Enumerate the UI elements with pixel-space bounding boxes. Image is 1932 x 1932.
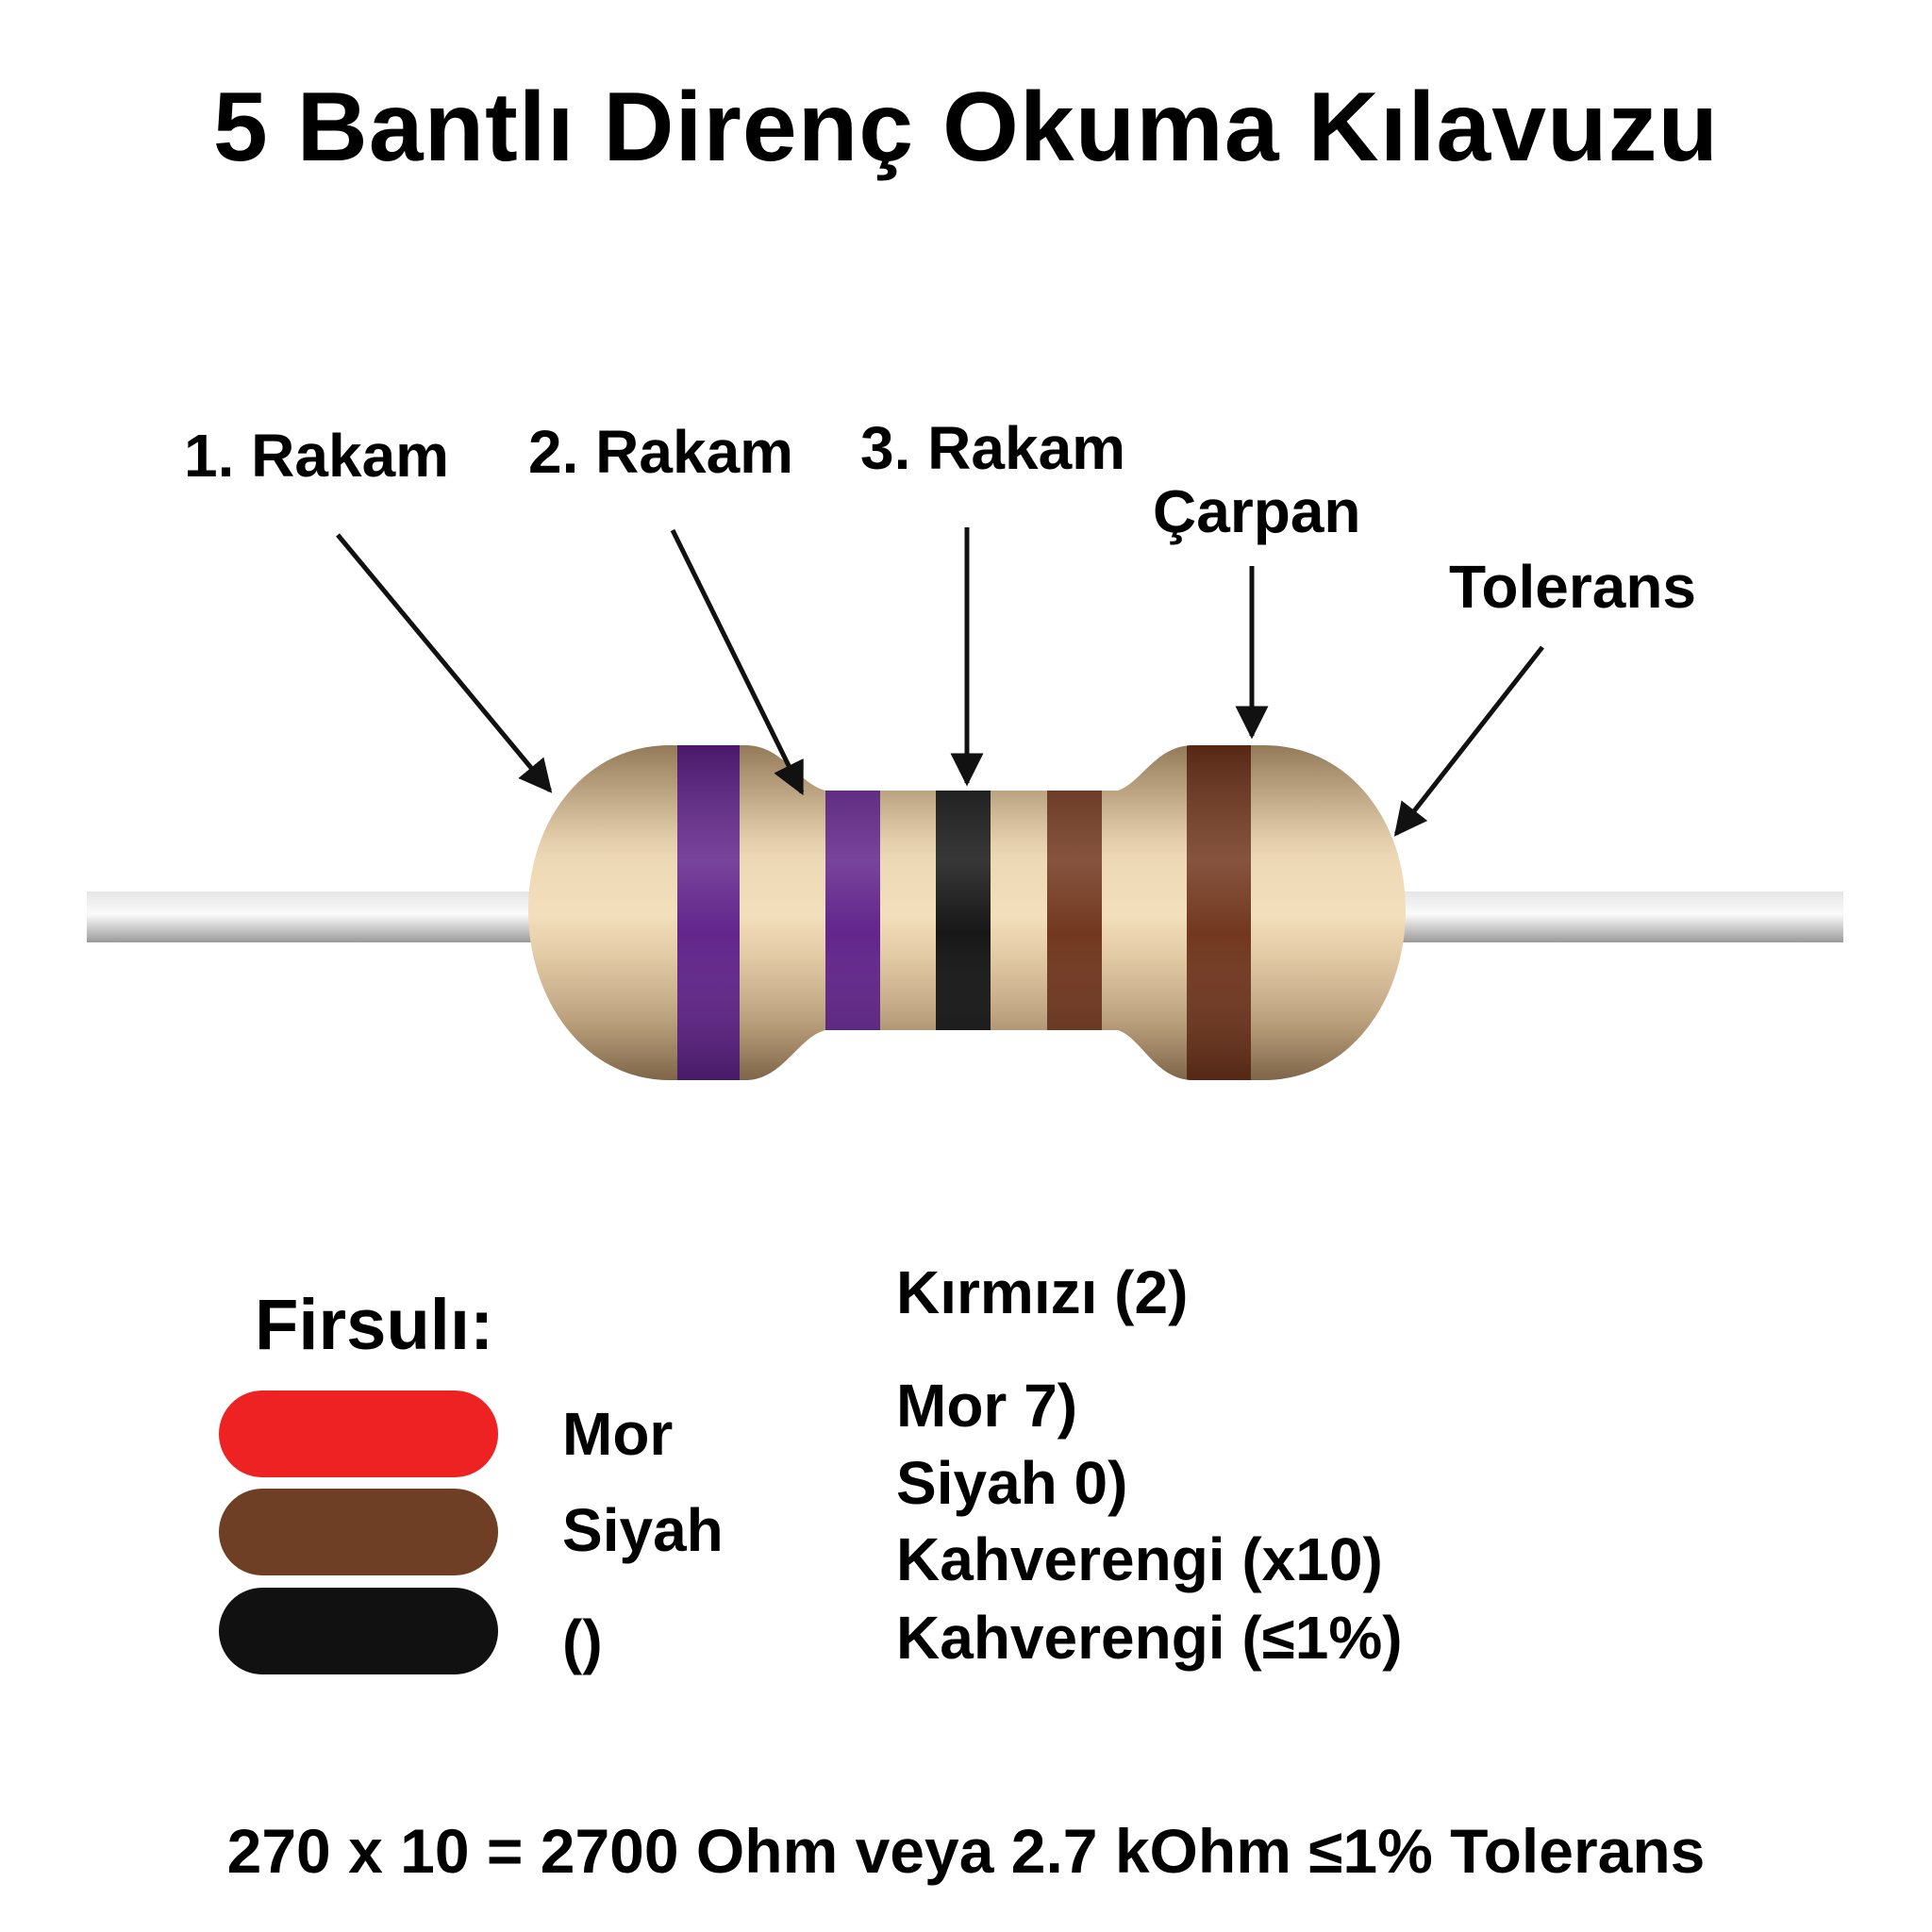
swatch-red bbox=[219, 1391, 498, 1477]
page-title: 5 Bantlı Direnç Okuma Kılavuzu bbox=[212, 73, 1720, 182]
value-line-4: Kahverengi (x10) bbox=[896, 1525, 1383, 1593]
left-lead bbox=[87, 891, 540, 942]
arrow-rakam-1 bbox=[336, 533, 553, 793]
arrow-tolerans bbox=[1393, 645, 1544, 837]
label-rakam-1: 1. Rakam bbox=[184, 422, 450, 490]
value-line-2: Mor 7) bbox=[896, 1372, 1077, 1440]
value-line-1: Kırmızı (2) bbox=[896, 1258, 1189, 1326]
legend-label-2: Siyah bbox=[562, 1496, 724, 1564]
legend-title: Firsulı: bbox=[255, 1285, 494, 1365]
label-carpan: Çarpan bbox=[1153, 477, 1361, 545]
resistor-body bbox=[528, 745, 1406, 1080]
swatch-brown bbox=[219, 1489, 498, 1575]
label-rakam-2: 2. Rakam bbox=[528, 418, 794, 486]
value-line-5: Kahverengi (≤1%) bbox=[896, 1604, 1403, 1672]
right-lead bbox=[1394, 891, 1843, 942]
label-tolerans: Tolerans bbox=[1449, 553, 1696, 621]
arrow-rakam-2 bbox=[670, 528, 805, 796]
legend-label-3: () bbox=[562, 1607, 603, 1675]
label-rakam-3: 3. Rakam bbox=[860, 414, 1126, 482]
legend-label-1: Mor bbox=[562, 1400, 674, 1468]
formula-text: 270 x 10 = 2700 Ohm veya 2.7 kOhm ≤1% To… bbox=[226, 1816, 1706, 1886]
value-line-3: Siyah 0) bbox=[896, 1449, 1128, 1517]
swatch-black bbox=[219, 1588, 498, 1674]
annotation-arrows bbox=[336, 527, 1544, 837]
